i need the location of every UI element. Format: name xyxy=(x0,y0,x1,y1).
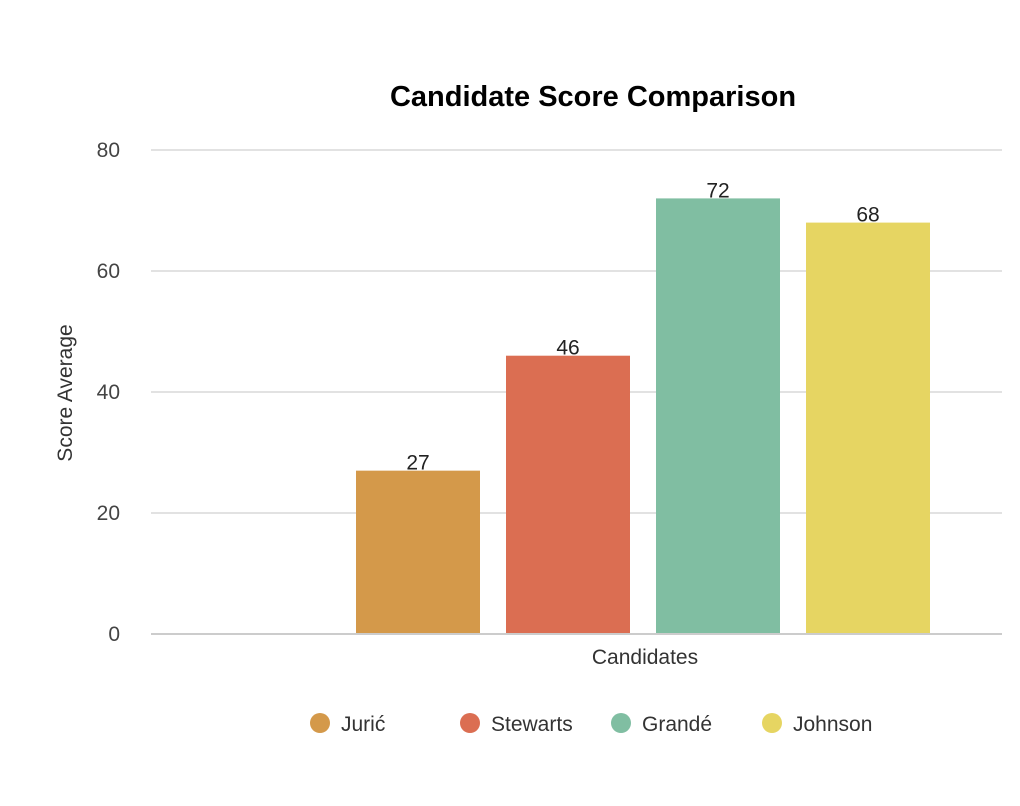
bar-value-label: 72 xyxy=(706,179,729,202)
x-axis-label: Candidates xyxy=(592,646,698,669)
legend-swatch xyxy=(611,713,631,733)
bars xyxy=(356,198,930,634)
data-labels: 27 46 72 68 xyxy=(406,179,879,474)
bar-value-label: 46 xyxy=(556,337,579,360)
legend-swatch xyxy=(460,713,480,733)
bar-johnson xyxy=(806,222,930,634)
chart-title: Candidate Score Comparison xyxy=(390,81,796,113)
bar-stewarts xyxy=(506,355,630,634)
bar-grand- xyxy=(656,198,780,634)
y-tick-label: 20 xyxy=(97,502,120,525)
legend-item-grand-[interactable]: Grandé xyxy=(611,713,712,736)
legend-label: Jurić xyxy=(341,713,385,736)
y-tick-label: 60 xyxy=(97,260,120,283)
legend: Jurić Stewarts Grandé Johnson xyxy=(310,713,872,736)
legend-item-juri-[interactable]: Jurić xyxy=(310,713,385,736)
legend-item-johnson[interactable]: Johnson xyxy=(762,713,872,736)
bar-value-label: 68 xyxy=(856,204,879,227)
y-tick-label: 0 xyxy=(108,623,120,646)
bar-juri- xyxy=(356,470,480,634)
y-tick-label: 80 xyxy=(97,139,120,162)
legend-label: Stewarts xyxy=(491,713,573,736)
y-axis-label: Score Average xyxy=(54,324,77,461)
legend-swatch xyxy=(310,713,330,733)
legend-item-stewarts[interactable]: Stewarts xyxy=(460,713,573,736)
legend-swatch xyxy=(762,713,782,733)
bar-value-label: 27 xyxy=(406,452,429,475)
legend-label: Grandé xyxy=(642,713,712,736)
y-tick-label: 40 xyxy=(97,381,120,404)
y-axis-ticks: 0 20 40 60 80 xyxy=(97,139,120,646)
legend-label: Johnson xyxy=(793,713,872,736)
